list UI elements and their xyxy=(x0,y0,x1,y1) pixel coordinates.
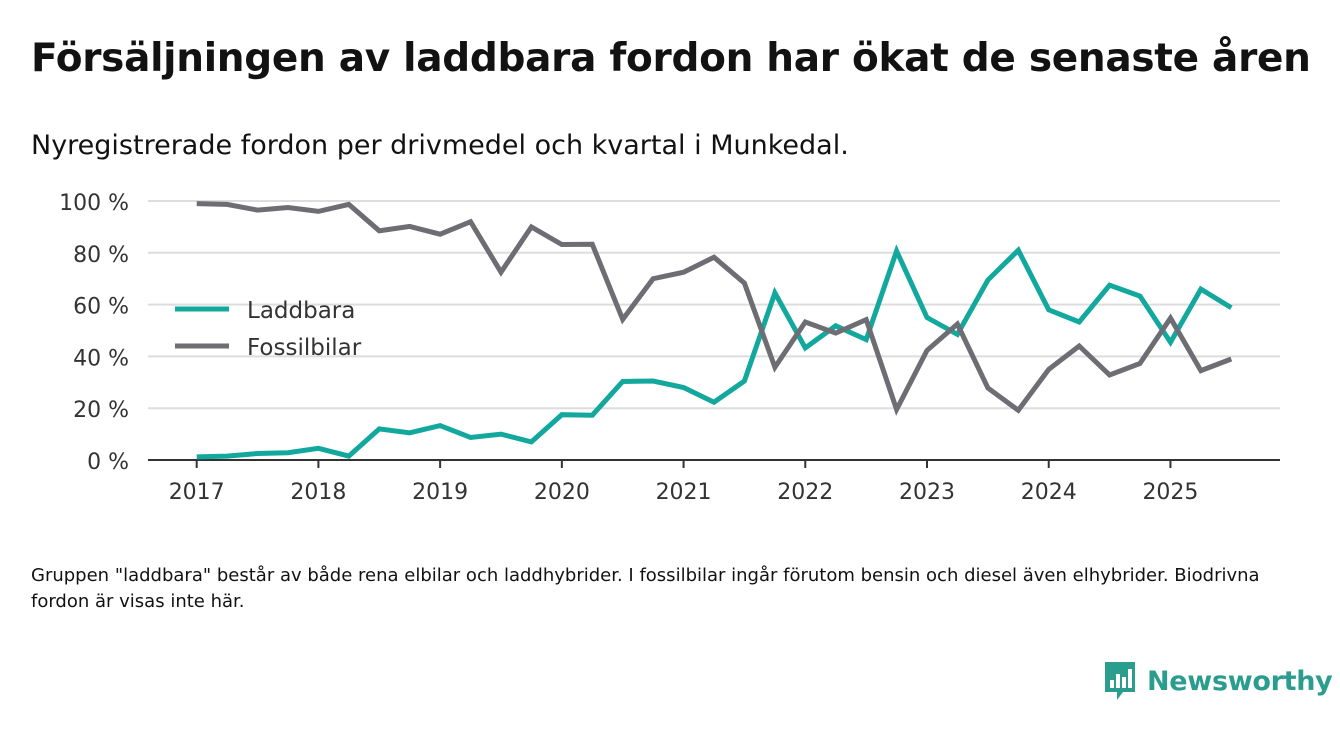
x-tick-label: 2023 xyxy=(899,480,955,505)
x-tick-label: 2024 xyxy=(1021,480,1077,505)
x-tick-label: 2022 xyxy=(777,480,833,505)
x-tick-label: 2017 xyxy=(169,480,225,505)
line-chart: 0 % 20 % 40 % 60 % 80 % 100 % 2017 2018 2019 202… xyxy=(59,191,1280,505)
legend-label-laddbara: Laddbara xyxy=(247,298,355,324)
y-tick-label: 100 % xyxy=(59,191,129,216)
legend-label-fossilbilar: Fossilbilar xyxy=(247,335,362,361)
series-line-laddbara xyxy=(196,244,1233,460)
y-tick-label: 0 % xyxy=(87,450,129,475)
x-tick-label: 2018 xyxy=(290,480,346,505)
series-lines xyxy=(196,201,1233,460)
x-axis-ticks: 2017 2018 2019 2020 2021 2022 2023 2024 2025 xyxy=(169,460,1198,505)
legend-item-laddbara: Laddbara xyxy=(175,298,355,324)
y-tick-label: 80 % xyxy=(73,243,129,268)
x-tick-label: 2025 xyxy=(1142,480,1198,505)
footnote: Gruppen "laddbara" består av både rena e… xyxy=(31,565,1260,612)
chart-subtitle: Nyregistrerade fordon per drivmedel och … xyxy=(31,130,849,161)
series-line-fossilbilar xyxy=(196,201,1233,416)
newsworthy-logo-icon xyxy=(1105,662,1135,700)
y-tick-label: 60 % xyxy=(73,295,129,320)
y-axis-ticks: 0 % 20 % 40 % 60 % 80 % 100 % xyxy=(59,191,129,475)
brand-name: Newsworthy xyxy=(1147,665,1333,697)
y-tick-label: 20 % xyxy=(73,398,129,423)
x-tick-label: 2019 xyxy=(412,480,468,505)
brand-logo[interactable]: Newsworthy xyxy=(1103,660,1333,702)
legend-item-fossilbilar: Fossilbilar xyxy=(175,335,362,361)
legend: Laddbara Fossilbilar xyxy=(175,298,362,361)
chart-title: Försäljningen av laddbara fordon har öka… xyxy=(31,36,1311,81)
x-tick-label: 2021 xyxy=(656,480,712,505)
x-tick-label: 2020 xyxy=(534,480,590,505)
y-tick-label: 40 % xyxy=(73,346,129,371)
